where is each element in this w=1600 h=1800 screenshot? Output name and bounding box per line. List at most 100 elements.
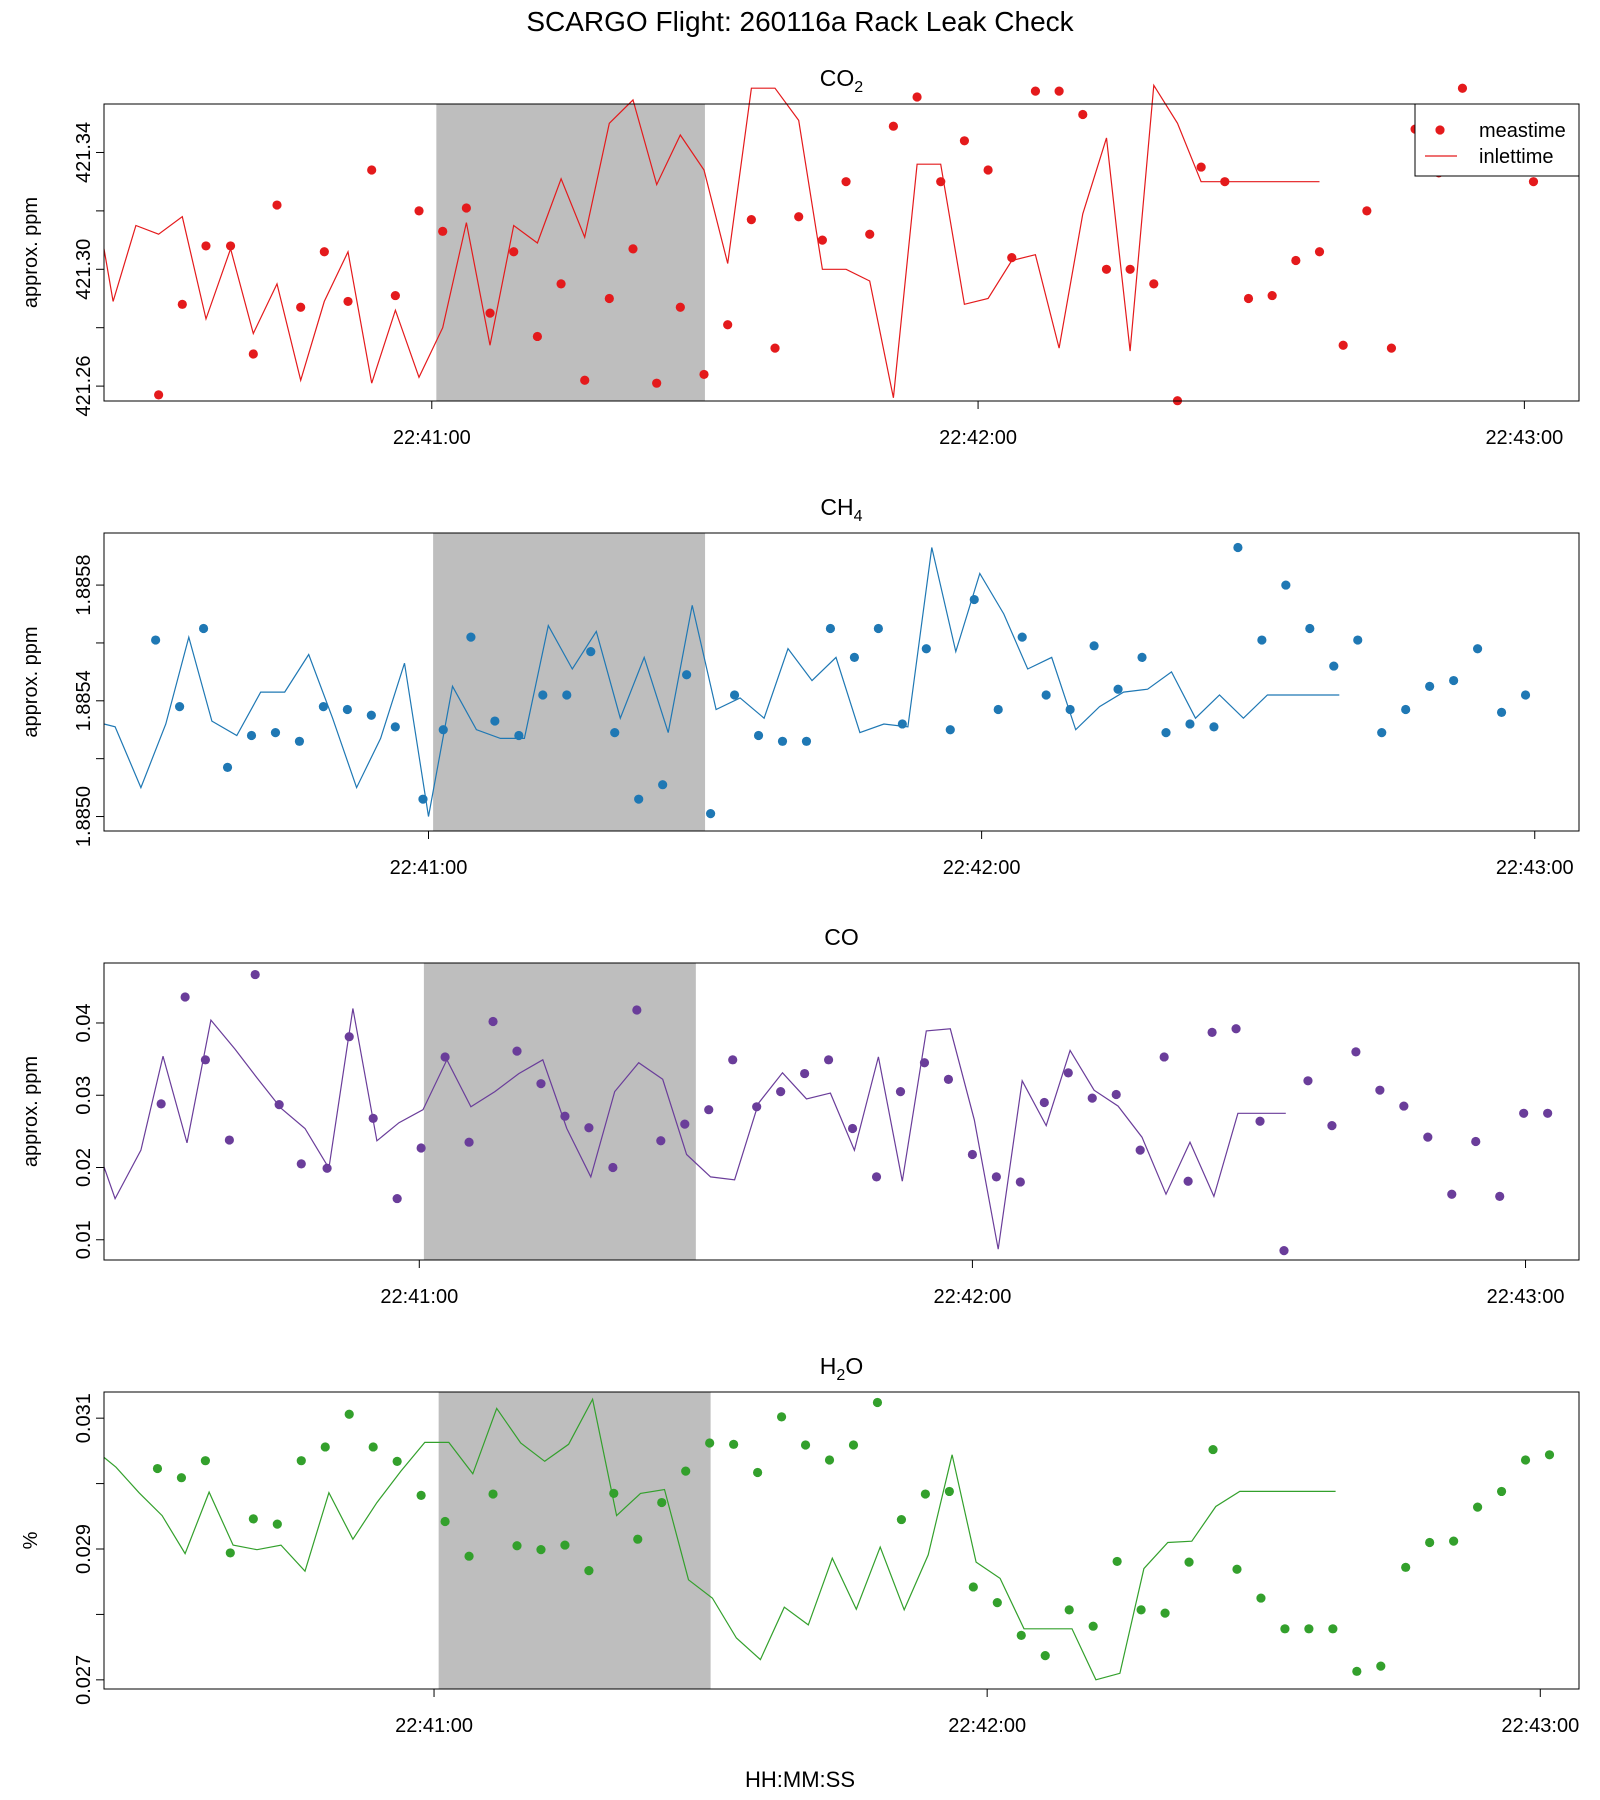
meastime-point <box>368 1113 378 1123</box>
meastime-point <box>770 343 780 353</box>
meastime-point <box>1184 1557 1194 1567</box>
meastime-point <box>1425 1537 1435 1548</box>
meastime-point <box>270 728 281 738</box>
meastime-point <box>753 730 764 741</box>
meastime-point <box>1207 1027 1217 1037</box>
meastime-point <box>1111 1089 1121 1100</box>
meastime-point <box>729 1439 739 1449</box>
y-axis-label: approx. ppm <box>20 1056 42 1167</box>
meastime-point <box>488 1489 498 1499</box>
meastime-point <box>817 235 827 245</box>
legend-label-meastime: meastime <box>1479 120 1566 142</box>
meastime-point <box>560 1540 570 1550</box>
meastime-point <box>274 1100 284 1110</box>
x-tick-label: 22:41:00 <box>390 857 468 879</box>
meastime-point <box>1351 1047 1361 1057</box>
meastime-point <box>896 1514 907 1525</box>
meastime-point <box>841 177 851 187</box>
meastime-point <box>1112 1556 1122 1567</box>
meastime-point <box>824 1455 835 1465</box>
meastime-point <box>729 690 740 700</box>
meastime-point <box>1338 340 1348 350</box>
meastime-point <box>367 165 377 175</box>
meastime-point <box>466 632 476 642</box>
inlettime-line <box>103 547 1340 817</box>
meastime-point <box>888 121 898 131</box>
meastime-point <box>969 594 979 605</box>
meastime-point <box>512 1046 522 1056</box>
meastime-point <box>1183 1176 1193 1186</box>
meastime-point <box>967 1149 978 1160</box>
meastime-point <box>418 794 428 804</box>
meastime-point <box>1472 644 1483 654</box>
meastime-point <box>1232 1564 1242 1574</box>
meastime-point <box>464 1137 474 1147</box>
meastime-point <box>983 165 993 175</box>
meastime-point <box>201 241 211 251</box>
x-tick-label: 22:42:00 <box>943 857 1021 879</box>
meastime-point <box>1495 1191 1505 1202</box>
meastime-point <box>610 728 620 738</box>
meastime-point <box>1519 1108 1529 1118</box>
meastime-point <box>1161 728 1171 738</box>
meastime-point <box>1329 661 1339 671</box>
meastime-point <box>1040 1651 1050 1661</box>
meastime-point <box>154 390 164 400</box>
meastime-point <box>1304 1624 1314 1634</box>
meastime-point <box>657 1497 667 1508</box>
meastime-point <box>1160 1608 1170 1618</box>
meastime-point <box>177 299 187 309</box>
meastime-point <box>322 1163 332 1173</box>
meastime-point <box>682 670 692 680</box>
meastime-point <box>485 308 495 318</box>
meastime-point <box>920 1489 930 1499</box>
meastime-point <box>1063 1068 1073 1078</box>
meastime-point <box>580 375 590 385</box>
meastime-point <box>658 780 668 790</box>
meastime-point <box>959 136 970 146</box>
meastime-point <box>746 215 756 225</box>
meastime-point <box>438 226 448 236</box>
meastime-point <box>416 1143 426 1153</box>
meastime-point <box>560 1111 570 1121</box>
meastime-point <box>823 1055 834 1065</box>
meastime-point <box>1401 704 1411 715</box>
meastime-point <box>1449 1536 1459 1546</box>
panel-3: CO approx. ppm 0.01 0.02 0.03 0.04 22:41:00 22:… <box>20 924 1580 1308</box>
meastime-point <box>1376 1661 1386 1671</box>
meastime-point <box>847 1123 858 1134</box>
meastime-point <box>628 244 638 254</box>
meastime-point <box>390 290 400 301</box>
meastime-point <box>675 302 685 312</box>
meastime-point <box>512 1541 522 1551</box>
meastime-point <box>1231 1024 1241 1034</box>
y-tick-label: 0.02 <box>73 1148 95 1187</box>
meastime-point <box>1255 1116 1265 1126</box>
y-axis-label: approx. ppm <box>20 197 42 308</box>
panel-title: CO2 <box>820 65 864 96</box>
meastime-point <box>1039 1097 1049 1108</box>
meastime-point <box>1471 1136 1481 1147</box>
legend-label-inlettime: inlettime <box>1479 146 1553 168</box>
meastime-point <box>174 701 185 712</box>
x-axis-label: HH:MM:SS <box>745 1767 855 1792</box>
y-tick-label: 421.34 <box>73 122 95 183</box>
meastime-point <box>897 719 907 729</box>
meastime-point <box>1303 1076 1313 1086</box>
panel-title: CH4 <box>820 494 862 525</box>
meastime-point <box>1423 1132 1433 1142</box>
meastime-point <box>865 229 875 239</box>
meastime-point <box>536 1545 546 1555</box>
inlettime-line <box>103 83 1320 398</box>
meastime-point <box>1220 177 1230 187</box>
meastime-point <box>438 725 448 735</box>
meastime-point <box>1078 109 1088 120</box>
meastime-point <box>296 1159 306 1169</box>
meastime-point <box>318 701 329 712</box>
figure-title: SCARGO Flight: 260116a Rack Leak Check <box>526 6 1074 37</box>
meastime-point <box>225 1548 235 1558</box>
meastime-point <box>1399 1101 1409 1111</box>
meastime-point <box>1447 1189 1457 1199</box>
meastime-point <box>490 716 500 726</box>
